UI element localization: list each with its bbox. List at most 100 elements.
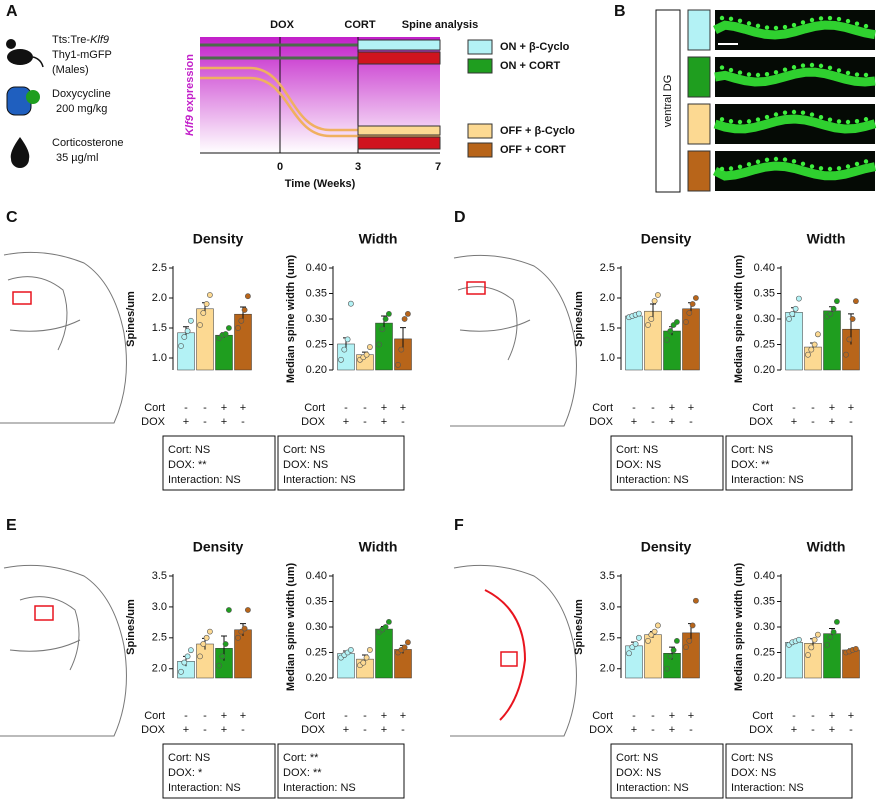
pill-icon [6,86,40,116]
timeline [200,37,441,154]
condition-mark: + [381,724,387,736]
condition-mark: - [203,710,207,722]
data-point [636,310,642,317]
condition-mark: + [688,402,694,414]
condition-mark: + [381,402,387,414]
stats-line: Interaction: NS [283,474,356,486]
data-point [670,647,677,654]
chart-title: Density [193,539,244,555]
data-point [834,298,840,305]
y-tick-label: 2.5 [600,632,615,644]
spine [773,70,779,75]
condition-mark: - [363,416,367,428]
data-point [366,647,373,653]
mouse-line: Thy1-mGFP [52,49,112,61]
drop-icon [10,137,30,168]
data-point [238,317,245,324]
condition-mark: + [221,402,227,414]
data-point [401,644,408,651]
spine [845,164,851,169]
data-point [225,607,232,613]
condition-mark: - [792,710,796,722]
condition-mark: - [401,416,405,428]
data-point [395,361,401,368]
spine [746,119,752,124]
condition-mark: - [849,416,853,428]
data-point [667,328,674,334]
dendrite [713,20,876,40]
stats-line: Interaction: NS [731,782,804,794]
data-point [811,636,818,643]
data-point [655,622,661,629]
data-point [683,319,689,325]
data-point [235,634,241,641]
condition-mark: - [811,416,815,428]
data-point [674,319,680,325]
row-label: DOX [141,416,166,428]
data-point [636,634,642,641]
spine [782,67,788,72]
data-point [674,638,680,644]
data-point [815,331,821,338]
stats-line: DOX: ** [731,459,770,471]
data-point [347,647,354,653]
stats-box [610,743,724,799]
spine [791,65,797,70]
data-point [216,662,222,669]
spine [737,119,743,125]
stats-box [725,743,853,799]
panel-label: C [6,209,18,226]
data-point [235,325,241,331]
data-point [824,641,830,648]
condition-mark: + [669,724,675,736]
condition-mark: - [363,402,367,414]
data-point [843,351,849,358]
data-point [401,316,408,322]
condition-mark: - [651,416,655,428]
y-tick-label: 0.40 [306,570,327,582]
spine [764,25,770,30]
y-tick-label: 2.5 [152,262,167,274]
spine [845,70,851,76]
condition-mark: + [631,724,637,736]
data-point [382,624,389,630]
drug-text: 200 mg/kg [56,103,107,115]
data-point [244,293,251,300]
y-tick-label: 0.40 [754,262,775,274]
data-point [645,638,651,644]
data-point [815,631,821,638]
data-point [241,625,248,632]
condition-mark: + [183,724,189,736]
data-point [376,341,382,348]
condition-mark: - [363,710,367,722]
drug-text: Doxycycline [52,88,111,100]
data-point [651,298,658,304]
condition-mark: - [651,402,655,414]
spine [827,65,833,71]
panel-label: A [6,3,18,20]
data-point [645,322,651,328]
spine [827,15,833,21]
chart-title: Density [641,231,692,247]
spine [800,63,806,68]
y-tick-label: 0.40 [754,570,775,582]
stats-box [725,435,853,491]
row-label: DOX [301,416,326,428]
group-swatch [687,103,711,145]
condition-mark: + [343,416,349,428]
spine-images [687,9,877,192]
condition-mark: - [241,416,245,428]
group-swatch [687,150,711,192]
data-point [222,641,229,647]
legend-swatch [467,123,493,139]
row-label: Cort [592,710,613,722]
data-point [805,652,811,658]
spine [863,159,869,164]
stats-line: Cort: NS [731,444,773,456]
y-axis-label: Spines/um [125,291,137,347]
stats-line: Cort: ** [283,752,319,764]
data-point [347,300,354,307]
spine [818,114,824,120]
spine [755,72,761,78]
spine [854,72,860,77]
